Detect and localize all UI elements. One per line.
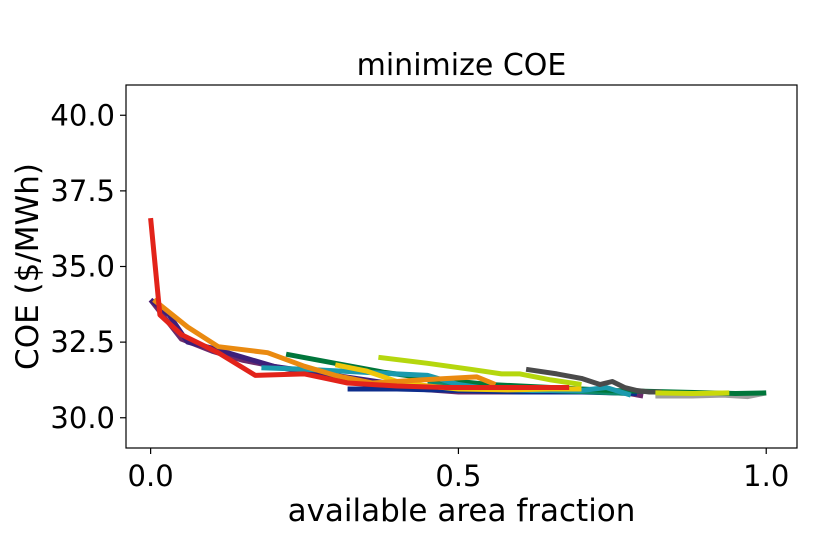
plot-area (148, 217, 767, 400)
y-tick-label: 37.5 (50, 174, 115, 208)
y-tick-label: 30.0 (50, 401, 115, 435)
y-axis-label: COE ($/MWh) (10, 163, 46, 370)
chart-title: minimize COE (357, 48, 567, 83)
y-axis-ticks: 30.0 32.5 35.0 37.5 40.0 (50, 98, 126, 435)
y-tick-label: 35.0 (50, 250, 115, 284)
x-tick-label: 0.5 (435, 459, 481, 493)
x-axis-ticks: 0.0 0.5 1.0 (128, 448, 789, 493)
x-tick-label: 1.0 (743, 459, 789, 493)
x-tick-label: 0.0 (128, 459, 174, 493)
series-line-9 (378, 354, 582, 387)
y-tick-label: 32.5 (50, 325, 115, 359)
series-line-13 (148, 217, 570, 390)
y-tick-label: 40.0 (50, 98, 115, 132)
series-line-10 (655, 390, 730, 396)
x-axis-label: available area fraction (288, 493, 636, 529)
series-line-8 (525, 366, 662, 395)
series-line-12 (152, 297, 497, 387)
